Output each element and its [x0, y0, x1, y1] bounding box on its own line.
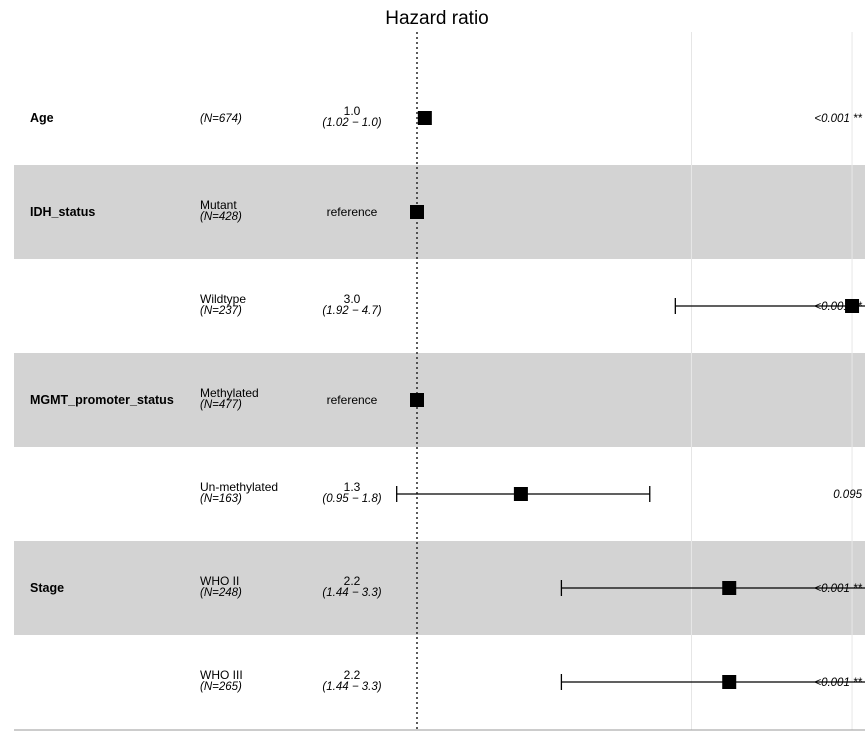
- level-label: WHO III: [200, 668, 243, 682]
- hr-marker: [722, 581, 737, 595]
- row-band: [14, 353, 865, 447]
- level-label: WHO II: [200, 574, 239, 588]
- p-value: <0.001 **: [814, 301, 862, 313]
- level-label: Un-methylated: [200, 480, 278, 494]
- forest-row: MGMT_promoter_status Methylated(N=477) ref…: [30, 386, 424, 411]
- n-label: (N=428): [200, 211, 242, 223]
- ci-label: (1.02 − 1.0): [322, 117, 381, 129]
- ci-label: (1.92 − 4.7): [322, 305, 381, 317]
- hr-label: reference: [327, 393, 378, 407]
- variable-label: MGMT_promoter_status: [30, 393, 174, 407]
- forest-row: WHO III(N=265) 2.2(1.44 − 3.3) <0.001 **: [200, 668, 865, 693]
- p-value: <0.001 **: [814, 583, 862, 595]
- level-label: Mutant: [200, 198, 237, 212]
- hr-label: 1.3: [344, 480, 361, 494]
- n-label: (N=248): [200, 587, 242, 599]
- p-value: <0.001 **: [814, 677, 862, 689]
- row-band: [14, 165, 865, 259]
- n-label: (N=265): [200, 681, 242, 693]
- hr-label: reference: [327, 205, 378, 219]
- level-label: Wildtype: [200, 292, 246, 306]
- chart-title: Hazard ratio: [385, 8, 489, 29]
- variable-label: Age: [30, 111, 54, 125]
- ci-label: (1.44 − 3.3): [322, 587, 381, 599]
- ci-label: (0.95 − 1.8): [322, 493, 381, 505]
- hr-marker: [513, 487, 528, 501]
- p-value: <0.001 **: [814, 113, 862, 125]
- hr-label: 2.2: [344, 668, 361, 682]
- forest-rows: Age (N=674) 1.0(1.02 − 1.0) <0.001 ** IDH_st…: [30, 104, 865, 693]
- variable-label: IDH_status: [30, 205, 95, 219]
- grid-lines: [690, 32, 853, 730]
- hr-marker: [410, 393, 424, 407]
- ci-label: (1.44 − 3.3): [322, 681, 381, 693]
- hr-marker: [845, 299, 860, 313]
- forest-row: Stage WHO II(N=248) 2.2(1.44 − 3.3) <0.001 …: [30, 574, 865, 599]
- level-label: Methylated: [200, 386, 259, 400]
- hr-marker: [417, 111, 432, 125]
- hr-marker: [410, 205, 424, 219]
- n-label: (N=237): [200, 305, 242, 317]
- forest-row: Age (N=674) 1.0(1.02 − 1.0) <0.001 **: [30, 104, 863, 129]
- hr-label: 3.0: [344, 292, 361, 306]
- forest-row: Wildtype(N=237) 3.0(1.92 − 4.7) <0.001 **: [200, 292, 865, 317]
- forest-row: IDH_status Mutant(N=428) reference: [30, 198, 424, 223]
- n-label: (N=163): [200, 493, 242, 505]
- n-label: (N=477): [200, 399, 242, 411]
- hr-label: 2.2: [344, 574, 361, 588]
- variable-label: Stage: [30, 581, 64, 595]
- hr-label: 1.0: [344, 104, 361, 118]
- p-value: 0.095: [833, 489, 862, 501]
- hr-marker: [722, 675, 737, 689]
- forest-row: Un-methylated(N=163) 1.3(0.95 − 1.8) 0.095: [200, 480, 863, 505]
- n-label: (N=674): [200, 113, 242, 125]
